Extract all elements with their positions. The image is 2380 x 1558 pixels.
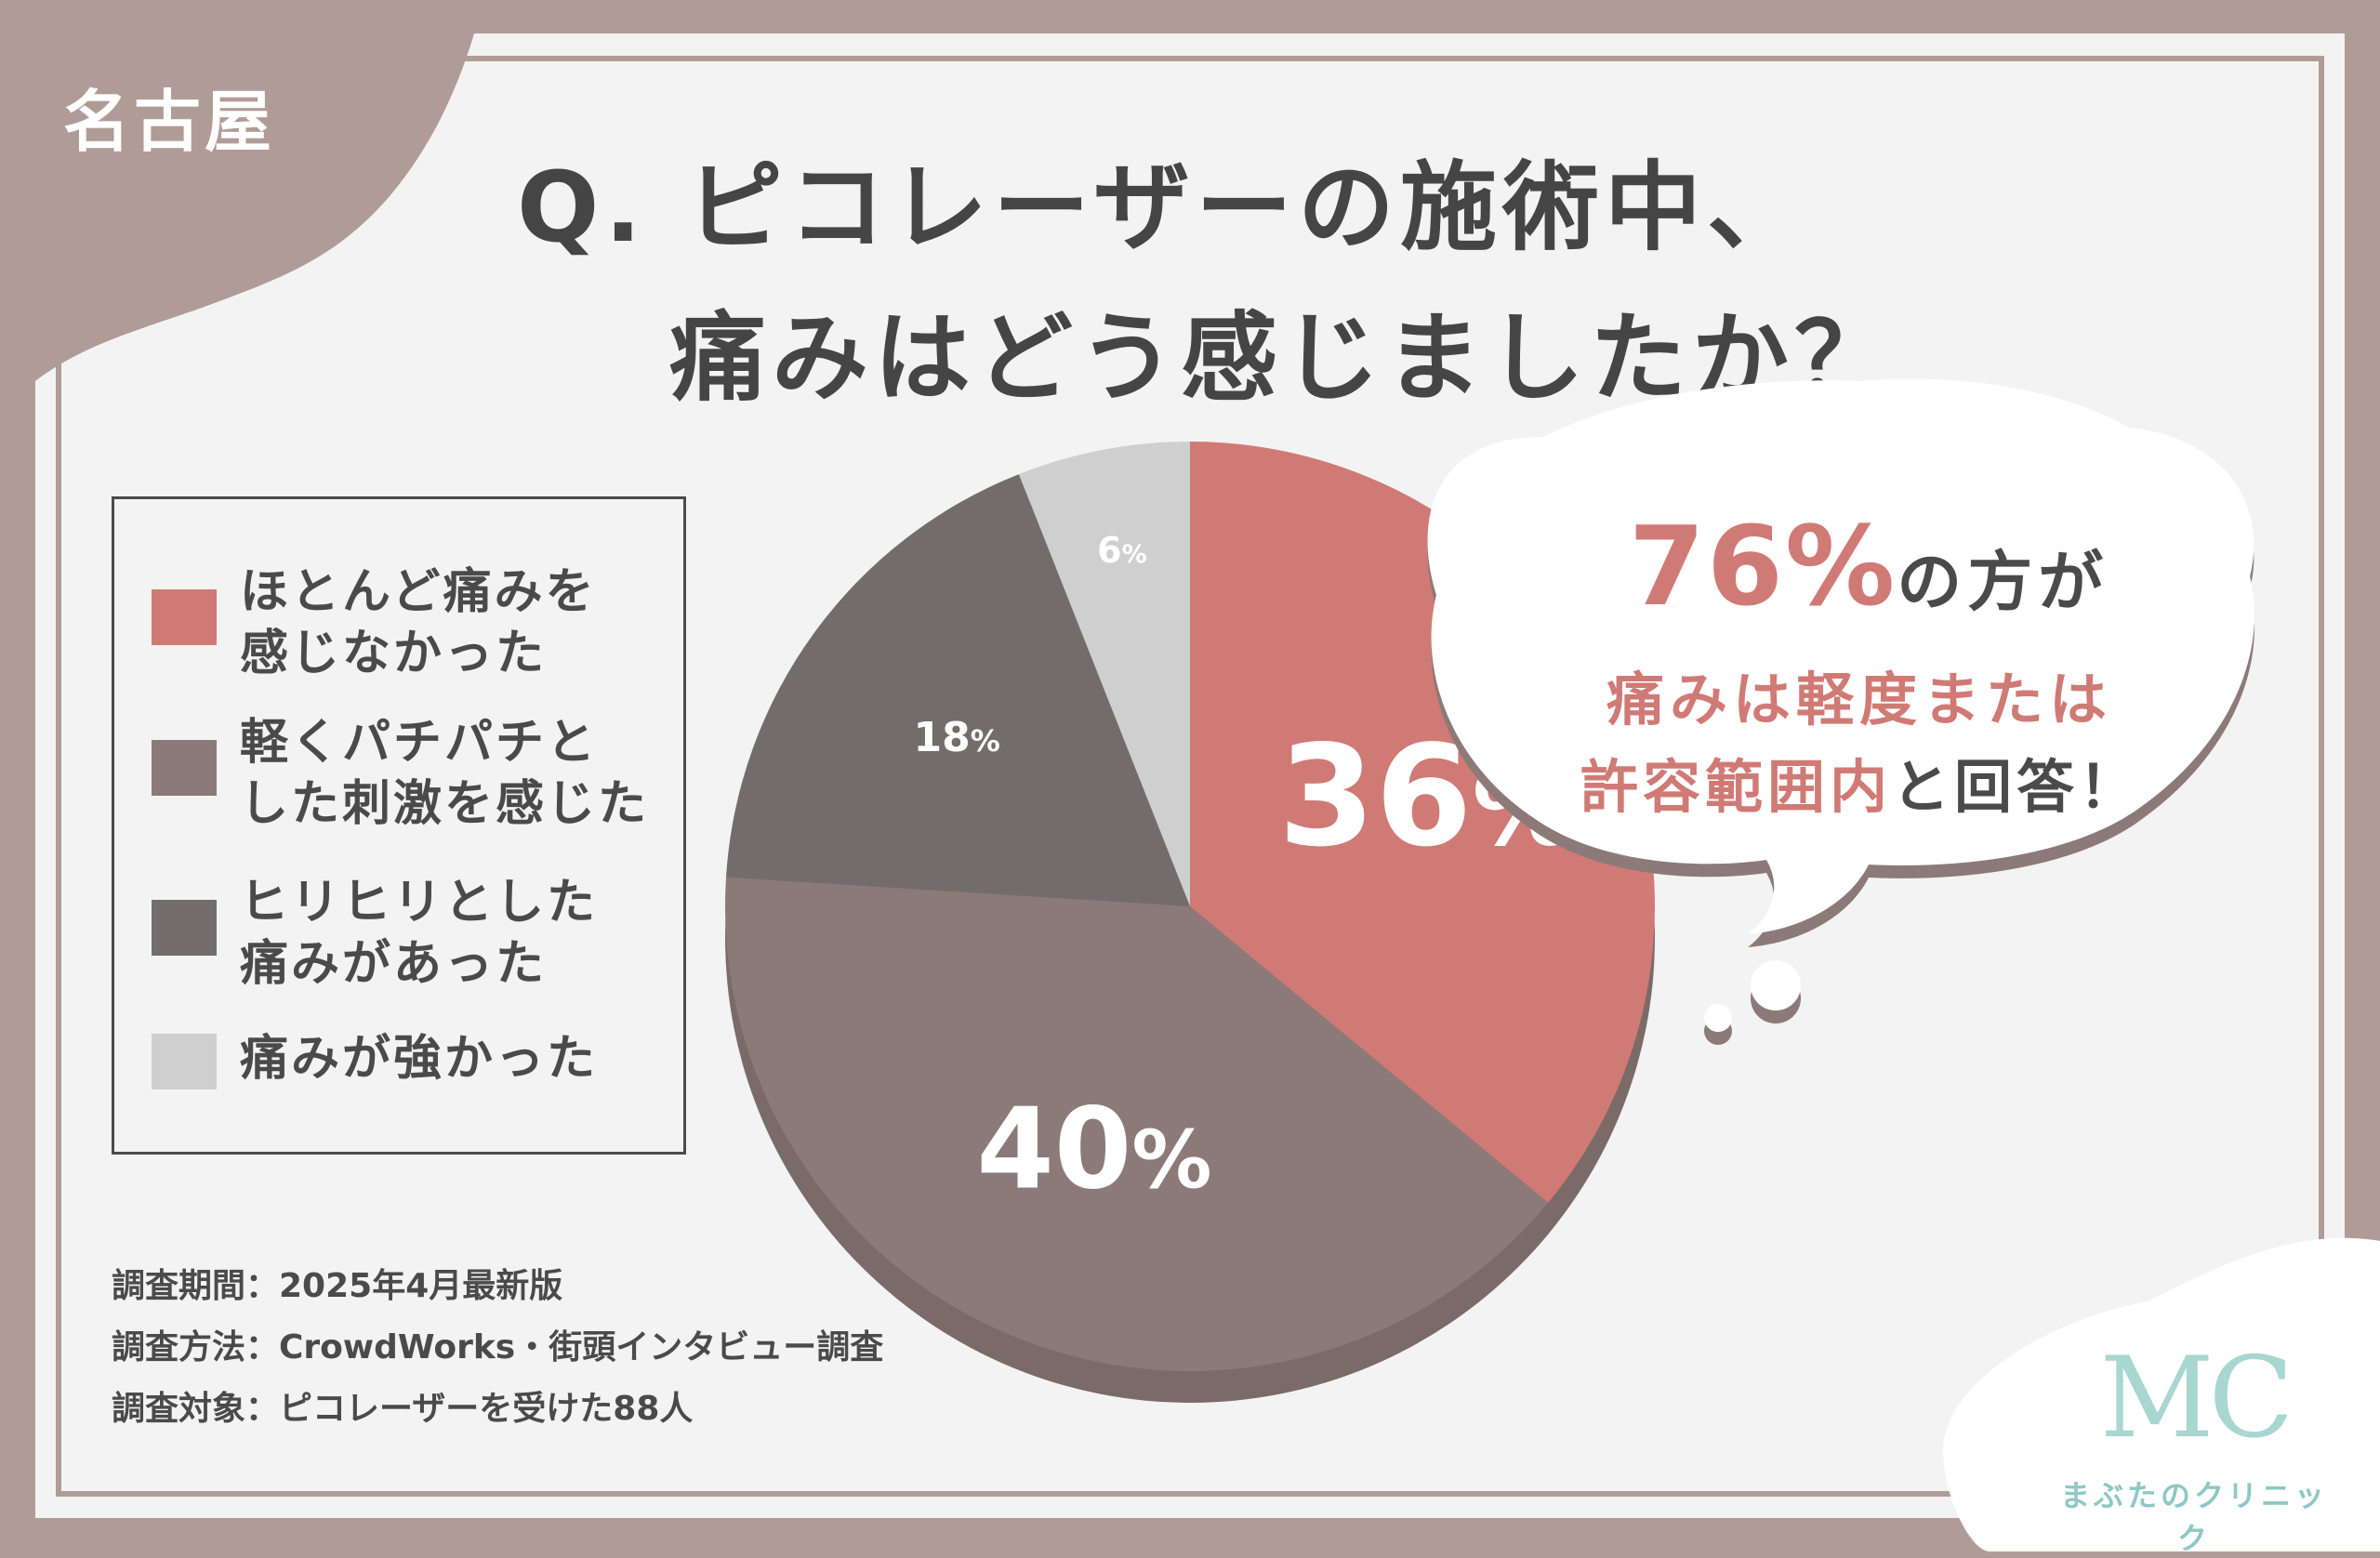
legend-swatch	[152, 740, 217, 796]
legend-box	[112, 496, 686, 1155]
pie-slice	[725, 474, 1190, 906]
legend-swatch	[152, 900, 217, 956]
callout-line-1: 76%の方が	[1618, 502, 2120, 630]
legend-label: 痛みが強かった	[240, 1031, 599, 1087]
pie-data-label: 18%	[914, 714, 1000, 761]
legend-swatch	[152, 1034, 217, 1089]
callout-line-2: 痛みは軽度または	[1606, 666, 2112, 733]
legend-swatch	[152, 589, 217, 645]
legend-label: ヒリヒリとした 痛みがあった	[240, 875, 599, 992]
pie-data-label: 40%	[976, 1085, 1211, 1214]
inner-frame	[56, 56, 2324, 1497]
logo-name: まぶたのクリニック	[2059, 1478, 2328, 1556]
pie-slice	[1018, 442, 1190, 906]
clinic-logo: MC まぶたのクリニック	[2055, 1334, 2334, 1557]
region-label: 名古屋	[63, 83, 276, 161]
legend-label: ほとんど痛みを 感じなかった	[240, 564, 597, 681]
logo-mark: MC	[2099, 1334, 2294, 1463]
callout-line-3-accent: 許容範囲内	[1580, 753, 1893, 821]
region-blob	[0, 0, 483, 381]
pie-data-label: 6%	[1097, 530, 1147, 571]
pie-slice	[725, 877, 1549, 1371]
legend-label: 軽くパチパチと した刺激を感じた	[240, 715, 650, 832]
callout-highlight: 76%	[1628, 502, 1897, 630]
survey-period: 調査期間：2025年4月最新版	[112, 1267, 563, 1305]
survey-target: 調査対象：ピコレーザーを受けた88人	[112, 1390, 694, 1428]
callout-line-1-rest: の方が	[1897, 544, 2109, 620]
callout-line-3: 許容範囲内と回答！	[1580, 740, 2138, 824]
callout-line-3-rest: と回答！	[1892, 753, 2142, 821]
title-line-1: Q. ピコレーザーの施術中、	[517, 151, 1810, 264]
survey-method: 調査方法：CrowdWorks・街頭インタビュー調査	[112, 1328, 884, 1367]
